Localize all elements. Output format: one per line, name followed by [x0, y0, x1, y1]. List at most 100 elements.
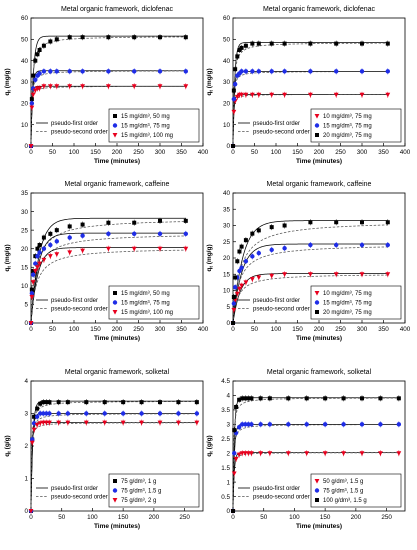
data-point	[30, 437, 35, 442]
x-tick-label: 350	[176, 326, 187, 333]
data-point	[176, 411, 181, 416]
data-point	[67, 84, 73, 89]
data-point	[139, 411, 144, 416]
data-point	[243, 422, 248, 427]
data-point	[67, 35, 72, 40]
data-point	[396, 396, 401, 401]
data-point	[48, 39, 53, 44]
data-point	[233, 67, 238, 72]
data-point	[334, 69, 339, 74]
y-axis-label: qt (mg/g)	[206, 68, 215, 95]
data-point	[341, 422, 346, 427]
y-axis-label: qt (mg/g)	[4, 244, 13, 271]
data-point	[243, 280, 249, 285]
data-point	[80, 35, 85, 40]
y-tick-label: 20	[223, 101, 231, 108]
data-point	[308, 92, 313, 98]
data-point	[236, 425, 242, 430]
data-point	[234, 94, 240, 100]
data-point	[47, 411, 52, 416]
data-point	[194, 411, 200, 416]
data-point	[183, 35, 188, 40]
data-point	[54, 239, 59, 244]
x-tick-label: 100	[87, 514, 98, 521]
x-tick-label: 250	[381, 514, 392, 521]
data-point	[256, 69, 261, 74]
data-point	[131, 84, 137, 89]
data-point	[249, 277, 255, 282]
x-tick-label: 50	[49, 326, 57, 333]
x-tick-label: 150	[320, 514, 331, 521]
data-point	[80, 248, 85, 254]
legend-box	[310, 108, 402, 143]
data-point	[157, 246, 163, 252]
y-tick-label: 0.5	[221, 494, 230, 501]
data-point	[258, 422, 263, 427]
data-point	[37, 71, 42, 76]
chart-title: Metal organic framework, diclofenac	[61, 6, 174, 13]
data-point	[237, 286, 242, 292]
data-point	[269, 225, 274, 230]
data-point	[54, 252, 60, 257]
data-point	[237, 397, 242, 402]
legend-model-label: pseudo-second order	[253, 495, 310, 501]
data-point	[44, 411, 49, 416]
data-point	[29, 105, 35, 111]
y-tick-label: 2.5	[221, 436, 230, 443]
data-point	[41, 43, 46, 48]
data-point	[132, 69, 137, 74]
data-point	[323, 396, 328, 401]
y-tick-label: 0	[24, 320, 28, 327]
y-tick-label: 20	[223, 255, 231, 262]
data-point	[359, 69, 365, 74]
x-tick-label: 350	[378, 326, 389, 333]
data-point	[106, 84, 111, 89]
pseudo-second-order-curve	[30, 221, 186, 324]
pseudo-second-order-curve	[30, 249, 186, 324]
y-tick-label: 60	[21, 15, 29, 22]
data-point	[234, 291, 240, 297]
data-point	[35, 265, 40, 270]
data-point	[33, 58, 38, 63]
data-point	[256, 228, 261, 233]
legend-series-label: 10 mg/dm³, 75 mg	[323, 291, 372, 297]
data-point	[35, 406, 40, 411]
data-point	[250, 69, 255, 74]
x-tick-label: 350	[176, 149, 187, 156]
y-tick-label: 30	[223, 79, 231, 86]
data-point	[67, 250, 73, 256]
data-point	[231, 96, 237, 102]
data-point	[237, 249, 242, 254]
data-point	[308, 69, 313, 74]
data-point	[243, 92, 249, 98]
data-point	[158, 400, 162, 405]
chart-panel-6: Metal organic framework, solketal 0 50 100 1…	[206, 369, 406, 530]
x-tick-label: 200	[314, 149, 325, 156]
data-point	[32, 269, 38, 274]
x-tick-label: 200	[351, 514, 362, 521]
data-point	[183, 231, 188, 237]
pseudo-second-order-curve	[232, 246, 388, 324]
legend-model-label: pseudo-first order	[51, 486, 98, 492]
data-point	[334, 41, 339, 46]
data-point	[54, 37, 59, 42]
y-tick-label: 5	[226, 304, 230, 311]
data-point	[183, 218, 188, 223]
data-point	[269, 92, 275, 98]
data-point	[378, 451, 383, 456]
data-point	[267, 451, 273, 456]
data-point	[28, 509, 34, 514]
y-tick-label: 3	[24, 411, 28, 418]
data-point	[233, 275, 238, 280]
legend-series-label: 10 mg/dm³, 75 mg	[323, 114, 372, 120]
legend-series-label: 75 g/dm³, 1.5 g	[121, 489, 161, 495]
data-point	[269, 69, 274, 74]
data-point	[106, 231, 111, 237]
data-point	[249, 422, 254, 427]
data-point	[29, 291, 35, 296]
data-point	[48, 242, 53, 248]
x-tick-label: 150	[90, 326, 101, 333]
data-point	[235, 54, 240, 59]
data-point	[38, 401, 43, 406]
legend-series-label: 75 g/dm³, 2 g	[121, 498, 156, 504]
